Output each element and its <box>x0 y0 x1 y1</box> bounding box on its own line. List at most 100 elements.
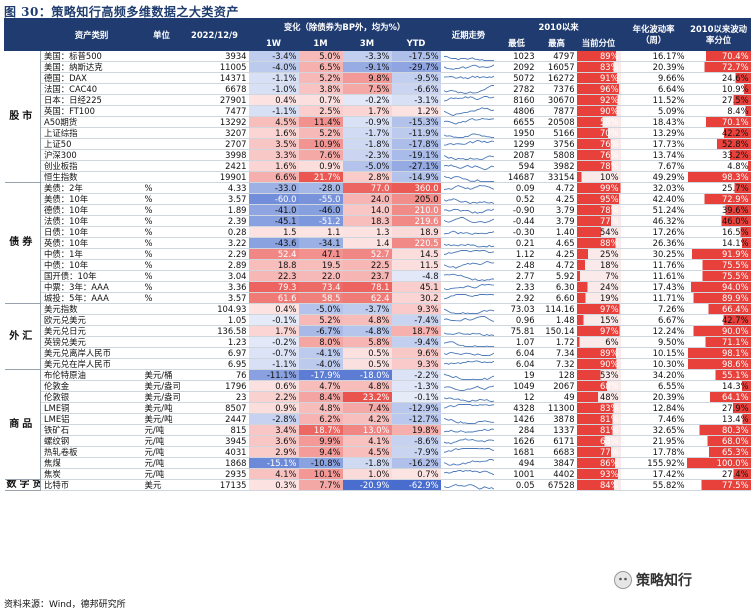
change-m3: 14.0 <box>342 204 392 216</box>
vol-value: 21.95% <box>620 435 687 447</box>
asset-name: 美债：2年 <box>40 182 143 194</box>
change-m3: 7.5% <box>342 83 392 95</box>
change-w1: 0.6% <box>248 380 299 392</box>
vol-percentile: 80.3% <box>686 424 751 436</box>
sparkline <box>443 208 494 214</box>
sparkline <box>443 260 494 269</box>
table-row: 美元兑日元 136.58 1.7% -6.7% -4.8% 18.7% 75.81 150.1… <box>5 325 751 337</box>
asset-unit: 美元/吨 <box>142 413 181 425</box>
change-m3: -1.8% <box>342 138 392 150</box>
vol-value: 17.73% <box>620 138 687 150</box>
percentile-cell: 18% <box>576 259 621 271</box>
trend-cell <box>440 127 497 139</box>
asset-unit: % <box>142 204 181 216</box>
percentile-cell: 88% <box>576 237 621 249</box>
trend-cell <box>440 138 497 150</box>
asset-value: 17135 <box>180 479 249 491</box>
asset-value: 4.33 <box>180 182 249 194</box>
asset-name: LME铜 <box>40 402 143 414</box>
change-m1: 6.2% <box>298 413 343 425</box>
asset-unit <box>142 171 181 183</box>
change-w1: 0.3% <box>248 479 299 491</box>
table-row: 法国：CAC40 6678 -1.0% 3.8% 7.5% -6.6% 2782 7376 96… <box>5 83 751 95</box>
change-m1: 0.9% <box>298 160 343 172</box>
change-w1: 2.9% <box>248 446 299 458</box>
low-value: 6.04 <box>496 347 537 359</box>
group-label: 债券 <box>4 182 41 304</box>
asset-unit: % <box>142 182 181 194</box>
low-value: 2782 <box>496 83 537 95</box>
change-w1: 0.4% <box>248 94 299 106</box>
change-m1: -51.2 <box>298 215 343 227</box>
asset-value: 7477 <box>180 105 249 117</box>
change-ytd: -27.1% <box>391 160 441 172</box>
asset-unit: 美元/桶 <box>142 369 181 381</box>
table-row: 国开债：10年% 3.04 22.3 22.0 23.7 -4.8 2.77 5.92 7% 11… <box>5 270 751 282</box>
asset-value: 6.95 <box>180 358 249 370</box>
low-value: 12 <box>496 391 537 403</box>
change-ytd: -9.5% <box>391 72 441 84</box>
trend-cell <box>440 61 497 73</box>
low-value: 1023 <box>496 50 537 62</box>
change-m1: -28.0 <box>298 182 343 194</box>
asset-name: 日债：10年 <box>40 226 143 238</box>
trend-cell <box>440 94 497 106</box>
change-w1: 3.3% <box>248 149 299 161</box>
table-row: 欧元兑美元 1.05 -0.1% 5.2% 4.8% -7.4% 0.96 1.48 15% 6.… <box>5 314 751 326</box>
percentile-cell: 99% <box>576 182 621 194</box>
change-m3: -1.7% <box>342 127 392 139</box>
change-w1: 2.2% <box>248 391 299 403</box>
vol-percentile: 98.3% <box>686 171 751 183</box>
asset-name: 比特币 <box>40 479 143 491</box>
change-m3: -18.0% <box>342 369 392 381</box>
change-ytd: 219.6 <box>391 215 441 227</box>
vol-percentile: 8.4% <box>686 105 751 117</box>
vol-percentile: 10.9% <box>686 83 751 95</box>
change-ytd: 19.8% <box>391 424 441 436</box>
vol-value: 13.29% <box>620 127 687 139</box>
high-value: 3847 <box>536 457 577 469</box>
high-value: 30670 <box>536 94 577 106</box>
change-ytd: 360.0 <box>391 182 441 194</box>
asset-name: LME铝 <box>40 413 143 425</box>
asset-unit: % <box>142 215 181 227</box>
asset-unit <box>142 105 181 117</box>
asset-name: 上证50 <box>40 138 143 150</box>
vol-percentile: 24.6% <box>686 72 751 84</box>
change-m3: 18.3 <box>342 215 392 227</box>
change-ytd: -9.4% <box>391 336 441 348</box>
sparkline <box>443 106 494 116</box>
asset-name: 德国：DAX <box>40 72 143 84</box>
asset-unit: % <box>142 259 181 271</box>
header-date: 2022/12/9 <box>180 18 249 51</box>
change-ytd: 9.3% <box>391 358 441 370</box>
change-m3: 62.4 <box>342 292 392 304</box>
table-row: 数字货币比特币美元171350.3%7.7%-20.9%-62.9% 0.0567… <box>4 479 751 491</box>
change-w1: -0.1% <box>248 314 299 326</box>
change-m1: 8.4% <box>298 391 343 403</box>
asset-value: 2421 <box>180 160 249 172</box>
trend-cell <box>440 303 497 315</box>
asset-name: 法国：CAC40 <box>40 83 143 95</box>
change-m3: 4.1% <box>342 435 392 447</box>
trend-cell <box>440 248 497 260</box>
change-ytd: 9.3% <box>391 303 441 315</box>
high-value: 7376 <box>536 83 577 95</box>
change-m3: 1.0% <box>342 468 392 480</box>
percentile-cell: 6% <box>576 336 621 348</box>
change-m1: 58.5 <box>298 292 343 304</box>
asset-value: 1.05 <box>180 314 249 326</box>
trend-cell <box>440 468 497 480</box>
asset-value: 2707 <box>180 138 249 150</box>
high-value: 5.92 <box>536 270 577 282</box>
change-m3: 4.8% <box>342 380 392 392</box>
asset-value: 3.04 <box>180 270 249 282</box>
vol-value: 11.52% <box>620 94 687 106</box>
change-m3: -3.7% <box>342 303 392 315</box>
change-ytd: -19.1% <box>391 149 441 161</box>
table-row: 债券 美债：2年% 4.33 -33.0 -28.0 77.0 360.0 0.09 4.72 9… <box>4 182 751 304</box>
high-value: 114.16 <box>536 303 577 315</box>
change-m3: 1.4 <box>342 237 392 249</box>
percentile-cell: 86% <box>576 457 621 469</box>
table-row: 美元兑在岸人民币 6.95 -1.1% -4.0% 0.5% 9.3% 6.04 7.32 90… <box>5 358 751 370</box>
